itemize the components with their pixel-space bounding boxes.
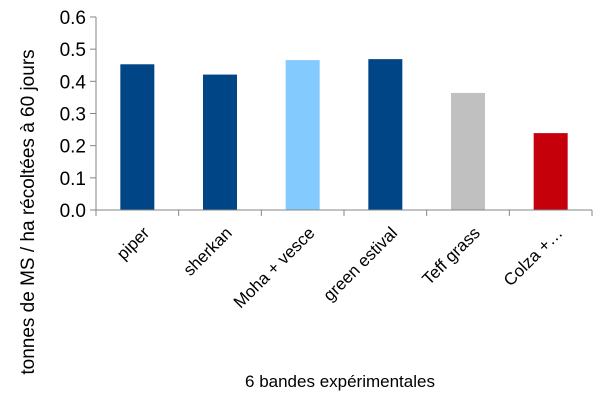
x-tick-label: Moha + vesce <box>230 223 319 312</box>
bar <box>203 74 237 210</box>
bar <box>451 92 485 210</box>
x-tick-label: Colza +… <box>500 223 567 290</box>
y-tick-label: 0.2 <box>60 137 86 158</box>
x-tick-label: Teff grass <box>418 223 483 288</box>
x-axis-label: 6 bandes expérimentales <box>245 372 435 391</box>
x-tick-label: sherkan <box>180 223 236 279</box>
bar <box>368 59 403 210</box>
bar <box>285 60 320 210</box>
y-tick-label: 0.5 <box>60 40 86 61</box>
y-tick-label: 0.4 <box>60 72 87 93</box>
y-tick-label: 0.6 <box>60 8 86 29</box>
y-axis-label: tonnes de MS / ha récoltées à 60 jours <box>18 49 39 374</box>
bars-group <box>120 59 568 210</box>
bar <box>533 133 568 210</box>
x-tick-label: piper <box>113 223 153 263</box>
x-tick-label: green estival <box>320 223 402 305</box>
y-axis: 0.0 0.1 0.2 0.3 0.4 0.5 0.6 <box>60 8 97 222</box>
y-tick-label: 0.0 <box>60 201 86 222</box>
bar <box>120 64 155 210</box>
y-tick-label: 0.1 <box>60 169 86 190</box>
y-tick-label: 0.3 <box>60 105 86 126</box>
